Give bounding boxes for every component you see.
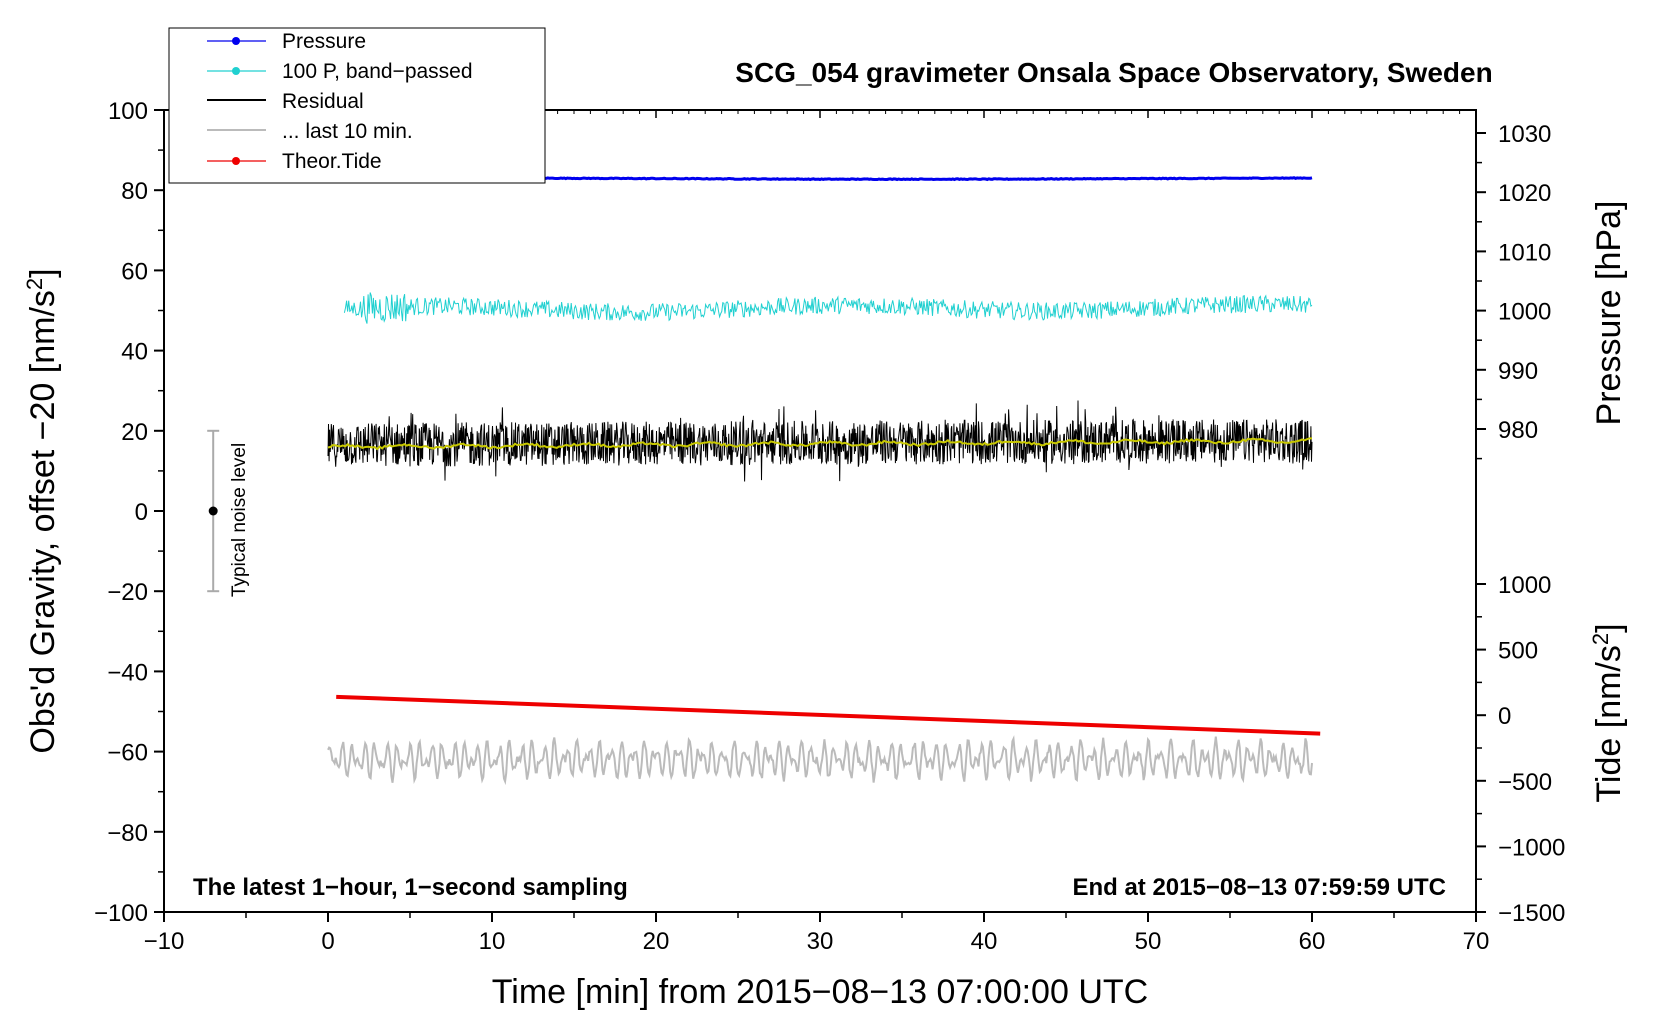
pressure-tick-label: 980 xyxy=(1498,417,1538,444)
legend-label-bandpassed: 100 P, band−passed xyxy=(282,60,473,83)
y-tick-label: 80 xyxy=(121,178,148,205)
tide-axis-title: Tide [nm/s2] xyxy=(1588,623,1629,802)
legend-marker-tide xyxy=(232,157,240,165)
pressure-tick-label: 1000 xyxy=(1498,299,1551,326)
tide-tick-label: 0 xyxy=(1498,703,1511,730)
x-tick-label: 60 xyxy=(1299,928,1326,955)
series-line-residual xyxy=(327,400,1313,482)
y-tick-label: −60 xyxy=(107,740,148,767)
legend-label-residual: Residual xyxy=(282,90,364,113)
x-tick-label: 30 xyxy=(807,928,834,955)
data-series xyxy=(327,175,1321,786)
x-tick-label: 0 xyxy=(321,928,334,955)
y-tick-label: −80 xyxy=(107,820,148,847)
legend-label-pressure: Pressure xyxy=(282,30,366,53)
pressure-axis-title: Pressure [hPa] xyxy=(1590,201,1628,426)
x-tick-label: 20 xyxy=(643,928,670,955)
chart-title: SCG_054 gravimeter Onsala Space Observat… xyxy=(735,57,1492,88)
end-time-note: End at 2015−08−13 07:59:59 UTC xyxy=(1072,874,1446,901)
noise-bar xyxy=(207,429,220,593)
x-tick-label: −10 xyxy=(144,928,185,955)
legend-box xyxy=(168,27,546,184)
series-line-tide xyxy=(336,694,1321,736)
y-tick-label: 0 xyxy=(135,499,148,526)
pressure-tick-label: 990 xyxy=(1498,358,1538,385)
legend-marker-pressure xyxy=(232,37,240,45)
x-tick-label: 70 xyxy=(1463,928,1490,955)
legend: Pressure 100 P, band−passed Residual ...… xyxy=(168,27,546,184)
plot-frame xyxy=(163,109,1477,913)
sampling-note: The latest 1−hour, 1−second sampling xyxy=(193,874,628,901)
y-axis-title: Obs'd Gravity, offset −20 [nm/s2] xyxy=(22,268,63,753)
y-tick-label: −20 xyxy=(107,579,148,606)
legend-label-last10: ... last 10 min. xyxy=(282,120,413,143)
y-tick-label: −100 xyxy=(94,900,148,927)
x-tick-label: 40 xyxy=(971,928,998,955)
x-axis-title: Time [min] from 2015−08−13 07:00:00 UTC xyxy=(492,973,1148,1011)
noise-bar-label: Typical noise level xyxy=(229,443,250,597)
tide-tick-label: −500 xyxy=(1498,769,1552,796)
legend-label-tide: Theor.Tide xyxy=(282,150,382,173)
pressure-tick-label: 1030 xyxy=(1498,121,1551,148)
series-line-smoothed xyxy=(327,437,1312,451)
pressure-tick-label: 1020 xyxy=(1498,180,1551,207)
y-tick-label: 60 xyxy=(121,258,148,285)
x-tick-label: 50 xyxy=(1135,928,1162,955)
tide-tick-label: 1000 xyxy=(1498,572,1551,599)
y-tick-label: 20 xyxy=(121,419,148,446)
y-tick-label: −40 xyxy=(107,659,148,686)
legend-marker-bandpassed xyxy=(232,67,240,75)
pressure-tick-label: 1010 xyxy=(1498,239,1551,266)
tide-tick-label: 500 xyxy=(1498,638,1538,665)
tide-tick-label: −1500 xyxy=(1498,900,1565,927)
axis-ticks: −10 0 10 20 30 40 50 60 70−100−80−60−40−20020406… xyxy=(94,98,1565,955)
x-tick-label: 10 xyxy=(479,928,506,955)
noise-bar-center xyxy=(208,506,218,516)
series-line-last10 xyxy=(327,735,1313,786)
tide-tick-label: −1000 xyxy=(1498,834,1565,861)
y-tick-label: 40 xyxy=(121,339,148,366)
series-line-bandpassed xyxy=(343,292,1313,324)
y-tick-label: 100 xyxy=(108,98,148,125)
